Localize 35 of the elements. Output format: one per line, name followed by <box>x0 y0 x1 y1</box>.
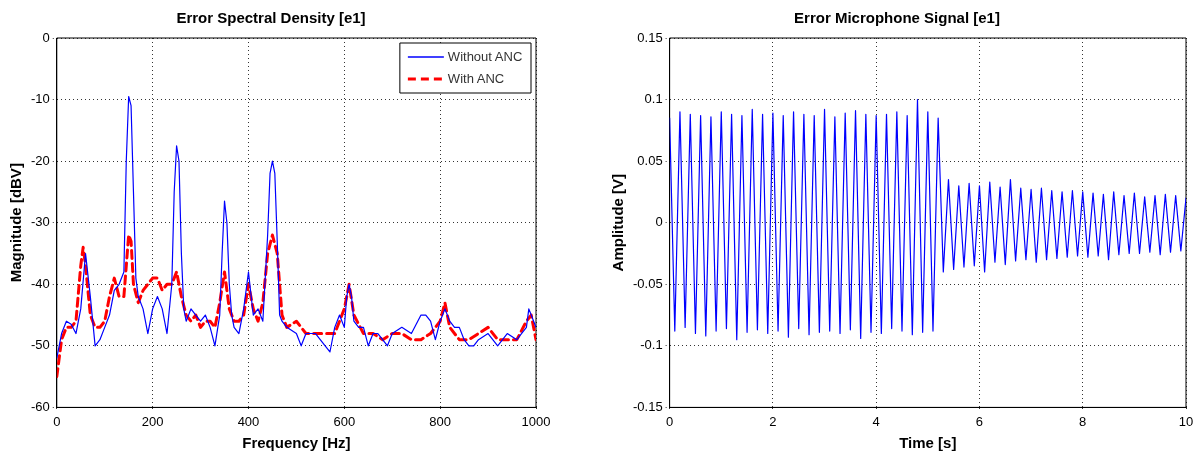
y-axis-title: Magnitude [dBV] <box>7 163 25 283</box>
x-tick-label: 400 <box>237 413 260 429</box>
y-axis-title: Amplitude [V] <box>609 173 627 272</box>
y-tick-label: 0 <box>42 29 50 45</box>
x-axis-title: Time [s] <box>899 434 957 452</box>
chart-title: Error Microphone Signal [e1] <box>794 9 1000 27</box>
y-tick-label: -0.15 <box>632 398 663 414</box>
y-tick-label: -0.05 <box>632 275 663 291</box>
x-tick-label: 200 <box>141 413 164 429</box>
x-tick-label: 600 <box>333 413 356 429</box>
x-tick-label: 0 <box>53 413 61 429</box>
legend-label: With ANC <box>447 70 505 86</box>
y-tick-label: 0.05 <box>637 152 663 168</box>
legend-label: Without ANC <box>447 48 523 64</box>
y-tick-label: 0.15 <box>637 29 663 45</box>
y-tick-label: -10 <box>30 91 50 107</box>
y-tick-label: 0.1 <box>644 91 663 107</box>
y-tick-label: -50 <box>30 337 50 353</box>
x-tick-label: 10 <box>1178 413 1194 429</box>
x-tick-label: 4 <box>872 413 880 429</box>
y-tick-label: -30 <box>30 214 50 230</box>
y-tick-label: -60 <box>30 398 50 414</box>
x-tick-label: 800 <box>429 413 452 429</box>
x-tick-label: 6 <box>975 413 984 429</box>
y-tick-label: -40 <box>30 275 50 291</box>
x-tick-label: 0 <box>666 413 674 429</box>
x-tick-label: 2 <box>769 413 777 429</box>
y-tick-label: -20 <box>30 152 50 168</box>
x-axis-title: Frequency [Hz] <box>242 434 351 452</box>
line-series <box>56 233 536 379</box>
x-tick-label: 8 <box>1079 413 1087 429</box>
x-tick-label: 1000 <box>521 413 551 429</box>
chart-title: Error Spectral Density [e1] <box>176 9 366 27</box>
y-tick-label: 0 <box>655 214 663 230</box>
y-tick-label: -0.1 <box>640 337 663 353</box>
